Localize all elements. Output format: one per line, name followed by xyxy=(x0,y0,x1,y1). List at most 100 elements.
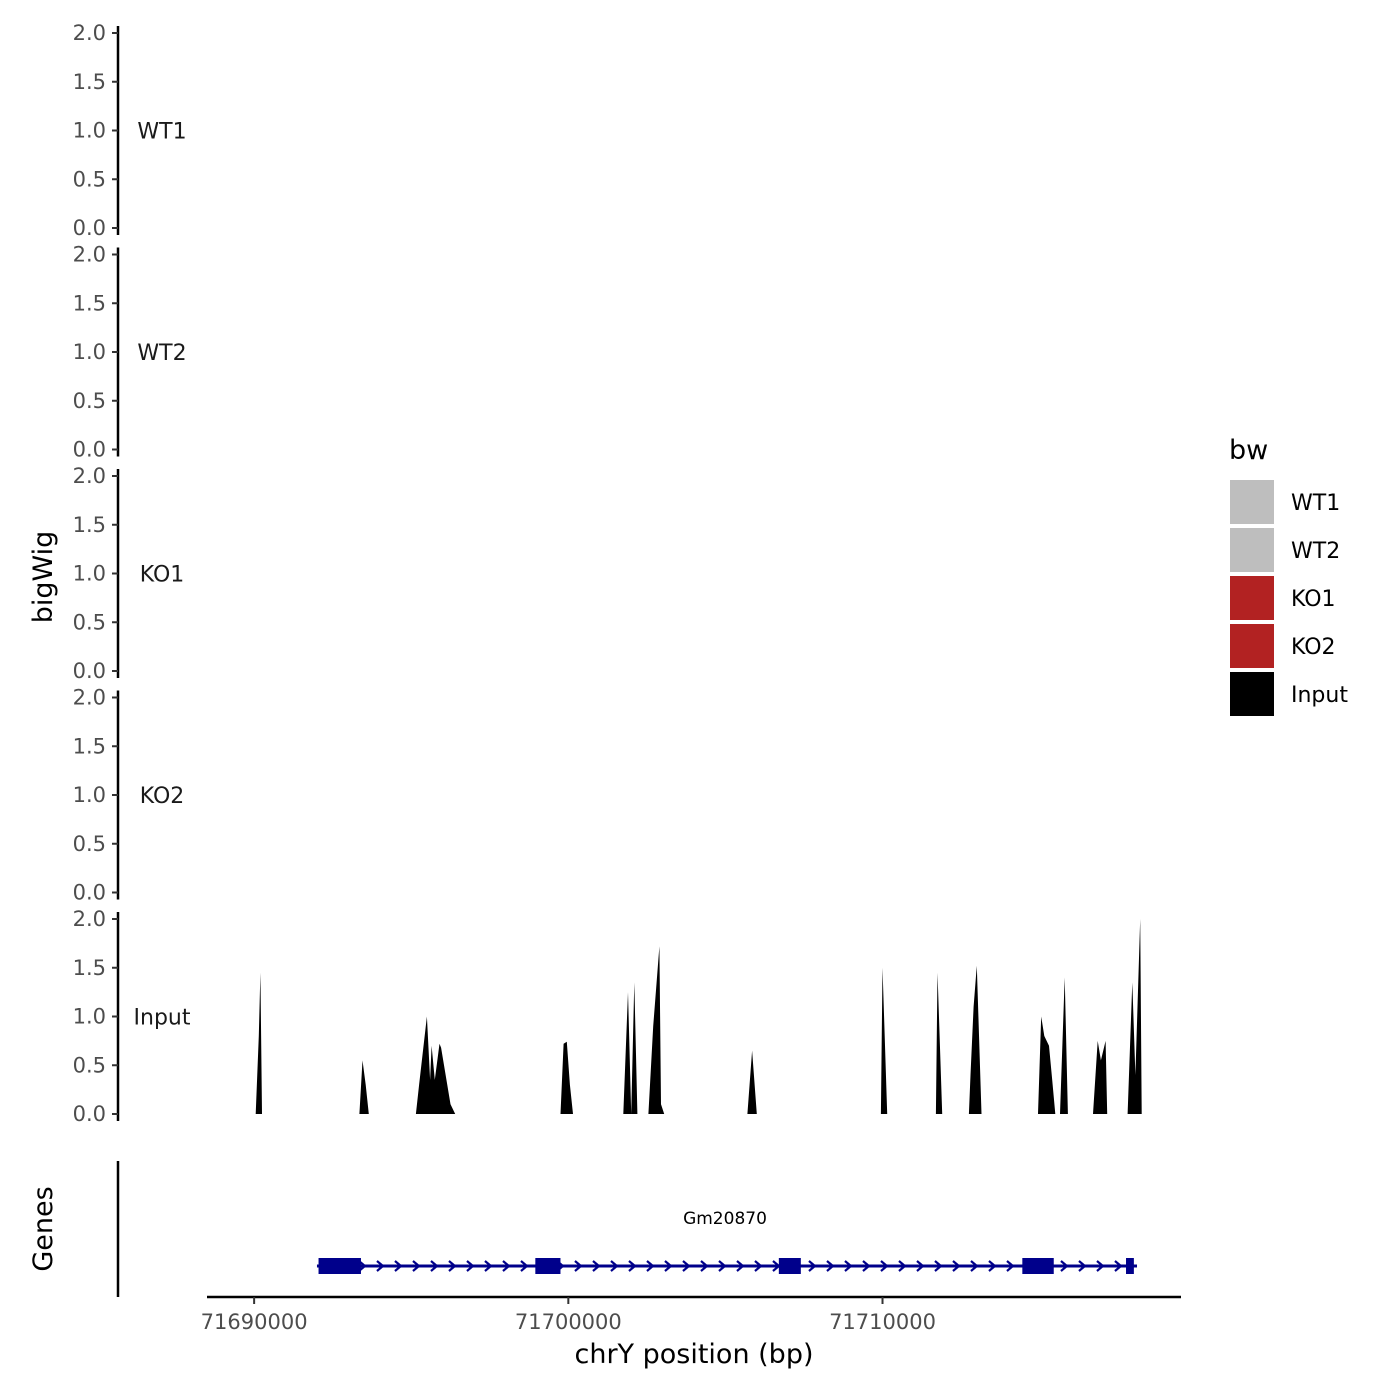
strand-arrow xyxy=(880,1260,889,1272)
exon xyxy=(535,1258,561,1274)
strand-arrow xyxy=(1006,1260,1015,1272)
strand-arrow xyxy=(844,1260,853,1272)
track-label: WT2 xyxy=(137,341,186,366)
strand-arrow xyxy=(1114,1260,1123,1272)
strand-arrow xyxy=(916,1260,925,1272)
exon xyxy=(1022,1258,1054,1274)
track-ko1: 0.0 0.5 1.0 1.5 2.0 KO1 xyxy=(73,464,185,683)
y-tick-label: 1.0 xyxy=(73,1005,106,1029)
strand-arrow xyxy=(862,1260,871,1272)
y-tick-label: 0.0 xyxy=(73,659,106,683)
strand-arrow xyxy=(664,1260,673,1272)
y-tick-label: 1.5 xyxy=(73,70,106,94)
strand-arrow xyxy=(574,1260,583,1272)
bigwig-tracks: 0.00.51.01.52.0WT10.00.51.01.52.0WT20.00… xyxy=(73,21,1142,1126)
y-tick-label: 0.5 xyxy=(73,389,106,413)
genes-axis-title: Genes xyxy=(28,1186,59,1271)
strand-arrow xyxy=(448,1260,457,1272)
strand-arrow xyxy=(808,1260,817,1272)
track-ko2: 0.0 0.5 1.0 1.5 2.0 KO2 xyxy=(73,686,185,905)
strand-arrow xyxy=(736,1260,745,1272)
strand-arrow xyxy=(700,1260,709,1272)
y-tick-label: 0.0 xyxy=(73,438,106,462)
exon xyxy=(318,1258,361,1274)
strand-arrow xyxy=(682,1260,691,1272)
strand-arrow xyxy=(970,1260,979,1272)
legend-swatch-wt2 xyxy=(1230,528,1274,572)
y-tick-label: 1.0 xyxy=(73,783,106,807)
legend-label-ko2: KO2 xyxy=(1291,635,1336,660)
strand-arrow xyxy=(412,1260,421,1272)
x-tick-label: 71710000 xyxy=(829,1310,936,1334)
y-tick-label: 1.5 xyxy=(73,291,106,315)
y-tick-label: 0.5 xyxy=(73,167,106,191)
legend-title: bw xyxy=(1229,435,1268,466)
strand-arrow xyxy=(610,1260,619,1272)
strand-arrow xyxy=(1096,1260,1105,1272)
strand-arrow xyxy=(520,1260,529,1272)
strand-arrow xyxy=(484,1260,493,1272)
gene-panel: Gm20870 xyxy=(116,1161,1138,1297)
legend-label-wt1: WT1 xyxy=(1291,491,1340,516)
y-tick-label: 2.0 xyxy=(73,907,106,931)
strand-arrow xyxy=(1060,1260,1069,1272)
y-tick-label: 2.0 xyxy=(73,21,106,45)
y-tick-label: 1.5 xyxy=(73,734,106,758)
strand-arrow xyxy=(430,1260,439,1272)
y-tick-label: 0.5 xyxy=(73,1053,106,1077)
y-tick-label: 1.0 xyxy=(73,119,106,143)
x-axis: 71690000 71700000 71710000 xyxy=(201,1295,1181,1334)
strand-arrow xyxy=(628,1260,637,1272)
exon xyxy=(778,1258,801,1274)
track-label: WT1 xyxy=(137,120,186,145)
legend-swatch-input xyxy=(1230,672,1274,716)
legend-label-ko1: KO1 xyxy=(1291,587,1336,612)
track-label: Input xyxy=(134,1006,191,1031)
legend-swatch-ko1 xyxy=(1230,576,1274,620)
strand-arrow xyxy=(718,1260,727,1272)
exon xyxy=(1126,1258,1134,1274)
strand-arrow xyxy=(826,1260,835,1272)
strand-arrow xyxy=(502,1260,511,1272)
track-label: KO1 xyxy=(140,563,185,588)
y-tick-label: 1.0 xyxy=(73,562,106,586)
strand-arrow xyxy=(376,1260,385,1272)
y-axis-title: bigWig xyxy=(28,531,59,624)
track-label: KO2 xyxy=(140,784,185,809)
y-tick-label: 1.5 xyxy=(73,513,106,537)
legend-label-wt2: WT2 xyxy=(1291,539,1340,564)
y-tick-label: 2.0 xyxy=(73,686,106,710)
strand-arrow xyxy=(358,1260,367,1272)
legend-swatch-ko2 xyxy=(1230,624,1274,668)
y-tick-label: 2.0 xyxy=(73,243,106,267)
signal-area-input xyxy=(255,919,1142,1114)
strand-arrow xyxy=(754,1260,763,1272)
strand-arrow xyxy=(1078,1260,1087,1272)
strand-arrow xyxy=(394,1260,403,1272)
x-tick-label: 71700000 xyxy=(515,1310,622,1334)
strand-arrow xyxy=(934,1260,943,1272)
strand-arrow xyxy=(952,1260,961,1272)
y-tick-label: 0.0 xyxy=(73,881,106,905)
y-tick-label: 0.5 xyxy=(73,832,106,856)
track-wt2: 0.0 0.5 1.0 1.5 2.0 WT2 xyxy=(73,243,187,462)
x-axis-title: chrY position (bp) xyxy=(574,1339,813,1370)
y-tick-label: 0.5 xyxy=(73,610,106,634)
strand-arrow xyxy=(592,1260,601,1272)
y-tick-label: 0.0 xyxy=(73,1102,106,1126)
y-tick-label: 1.5 xyxy=(73,956,106,980)
track-wt1: 0.0 0.5 1.0 1.5 2.0 WT1 xyxy=(73,21,187,240)
strand-arrow xyxy=(466,1260,475,1272)
strand-arrow xyxy=(898,1260,907,1272)
y-tick-label: 2.0 xyxy=(73,464,106,488)
strand-arrow xyxy=(646,1260,655,1272)
legend-swatch-wt1 xyxy=(1230,480,1274,524)
strand-arrow xyxy=(988,1260,997,1272)
track-input: 0.0 0.5 1.0 1.5 2.0 Input xyxy=(73,907,1142,1126)
y-tick-label: 0.0 xyxy=(73,216,106,240)
gene-name-label: Gm20870 xyxy=(683,1209,767,1229)
legend-label-input: Input xyxy=(1291,683,1348,708)
y-tick-label: 1.0 xyxy=(73,340,106,364)
x-tick-label: 71690000 xyxy=(201,1310,308,1334)
